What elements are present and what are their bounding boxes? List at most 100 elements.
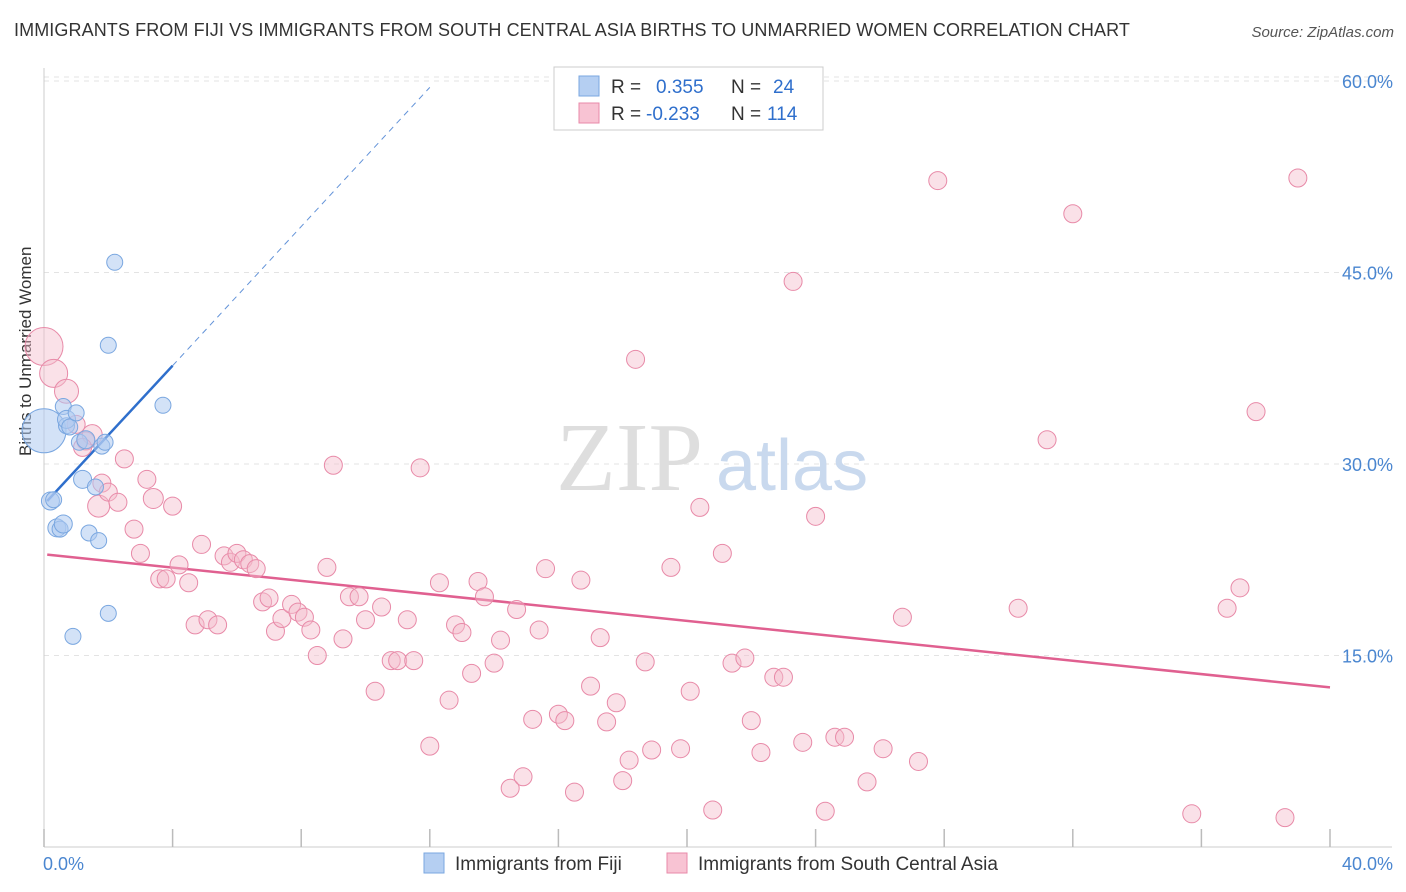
sca-point-86 [703, 800, 723, 820]
sca-point-72 [571, 570, 591, 590]
legend-swatch-sca [578, 102, 600, 124]
legend-n-value-sca: 114 [767, 104, 798, 125]
sca-point-35 [282, 594, 302, 614]
series-legend: Immigrants from Fiji Immigrants from Sou… [423, 852, 998, 875]
fiji-point-16 [90, 532, 108, 550]
series-legend-label-sca: Immigrants from South Central Asia [698, 854, 998, 875]
sca-point-73 [581, 676, 601, 696]
sca-point-33 [265, 621, 285, 641]
sca-point-65 [513, 767, 533, 787]
sca-point-108 [1182, 804, 1202, 824]
watermark-zip: ZIP [556, 404, 703, 512]
sca-point-34 [272, 608, 292, 628]
sca-point-18 [163, 496, 183, 516]
sca-point-85 [690, 497, 710, 517]
legend-r-value-sca: -0.233 [646, 104, 700, 125]
y-tick-label-2: 45.0% [1342, 264, 1393, 284]
sca-point-32 [259, 588, 279, 608]
sca-point-103 [908, 751, 928, 771]
sca-point-91 [751, 743, 771, 763]
fiji-point-15 [86, 478, 104, 496]
sca-point-92 [764, 667, 784, 687]
y-tick-label-1: 30.0% [1342, 455, 1393, 475]
sca-point-64 [507, 600, 527, 620]
data-points [21, 168, 1308, 828]
sca-point-53 [420, 736, 440, 756]
sca-point-78 [619, 750, 639, 770]
sca-point-75 [597, 712, 617, 732]
sca-point-107 [1063, 204, 1083, 224]
trend-lines [46, 87, 1331, 689]
sca-point-17 [156, 569, 176, 589]
sca-point-19 [169, 555, 189, 575]
sca-point-23 [198, 610, 218, 630]
fiji-point-19 [99, 604, 117, 622]
legend-n-label-fiji: N = [731, 77, 761, 98]
sca-point-76 [606, 693, 626, 713]
legend-r-value-fiji: 0.355 [656, 77, 704, 98]
sca-point-94 [783, 271, 803, 291]
source-label: Source: ZipAtlas.com [1251, 24, 1394, 41]
sca-point-41 [323, 455, 343, 475]
fiji-point-2 [45, 491, 63, 509]
sca-point-61 [484, 653, 504, 673]
sca-point-100 [857, 772, 877, 792]
sca-point-74 [590, 628, 610, 648]
sca-point-81 [642, 740, 662, 760]
series-legend-swatch-fiji [423, 852, 445, 874]
sca-point-84 [680, 681, 700, 701]
fiji-trend-line [46, 364, 174, 502]
fiji-point-21 [106, 253, 124, 271]
sca-point-36 [288, 602, 308, 622]
legend-n-value-fiji: 24 [773, 77, 795, 98]
sca-point-54 [429, 573, 449, 593]
sca-point-40 [317, 557, 337, 577]
sca-point-68 [536, 559, 556, 579]
sca-point-99 [835, 727, 855, 747]
sca-point-30 [246, 559, 266, 579]
fiji-point-22 [99, 336, 117, 354]
sca-point-70 [555, 711, 575, 731]
sca-point-111 [1246, 402, 1266, 422]
sca-point-52 [410, 458, 430, 478]
sca-point-22 [192, 534, 212, 554]
sca-point-20 [179, 573, 199, 593]
sca-point-47 [372, 597, 392, 617]
fiji-point-13 [76, 430, 96, 450]
sca-point-46 [365, 681, 385, 701]
sca-point-106 [1037, 430, 1057, 450]
sca-point-87 [712, 543, 732, 563]
sca-point-12 [124, 519, 144, 539]
sca-point-97 [815, 801, 835, 821]
sca-point-58 [462, 663, 482, 683]
sca-point-113 [1288, 168, 1308, 188]
sca-point-90 [741, 711, 761, 731]
sca-point-93 [773, 667, 793, 687]
sca-point-71 [564, 782, 584, 802]
sca-point-14 [137, 469, 157, 489]
fiji-point-20 [64, 627, 82, 645]
sca-point-62 [491, 630, 511, 650]
sca-point-50 [397, 610, 417, 630]
sca-point-48 [381, 651, 401, 671]
sca-point-0 [24, 327, 64, 367]
sca-point-77 [613, 771, 633, 791]
sca-point-104 [928, 171, 948, 191]
sca-point-21 [185, 615, 205, 635]
sca-point-16 [150, 569, 170, 589]
sca-point-89 [735, 648, 755, 668]
fiji-point-23 [154, 396, 172, 414]
axes [43, 68, 1392, 848]
x-tick-label-1: 40.0% [1342, 854, 1393, 874]
chart-title: IMMIGRANTS FROM FIJI VS IMMIGRANTS FROM … [14, 20, 1130, 40]
sca-point-63 [500, 778, 520, 798]
legend-swatch-fiji [578, 75, 600, 97]
stats-legend: R = 0.355 N = 24 R = -0.233 N = 114 [553, 66, 824, 131]
sca-point-51 [404, 651, 424, 671]
sca-trend-line [47, 553, 1331, 689]
sca-point-67 [529, 620, 549, 640]
sca-point-82 [661, 557, 681, 577]
watermark: ZIP atlas [556, 404, 868, 512]
sca-point-24 [208, 615, 228, 635]
fiji-point-9 [61, 418, 79, 436]
